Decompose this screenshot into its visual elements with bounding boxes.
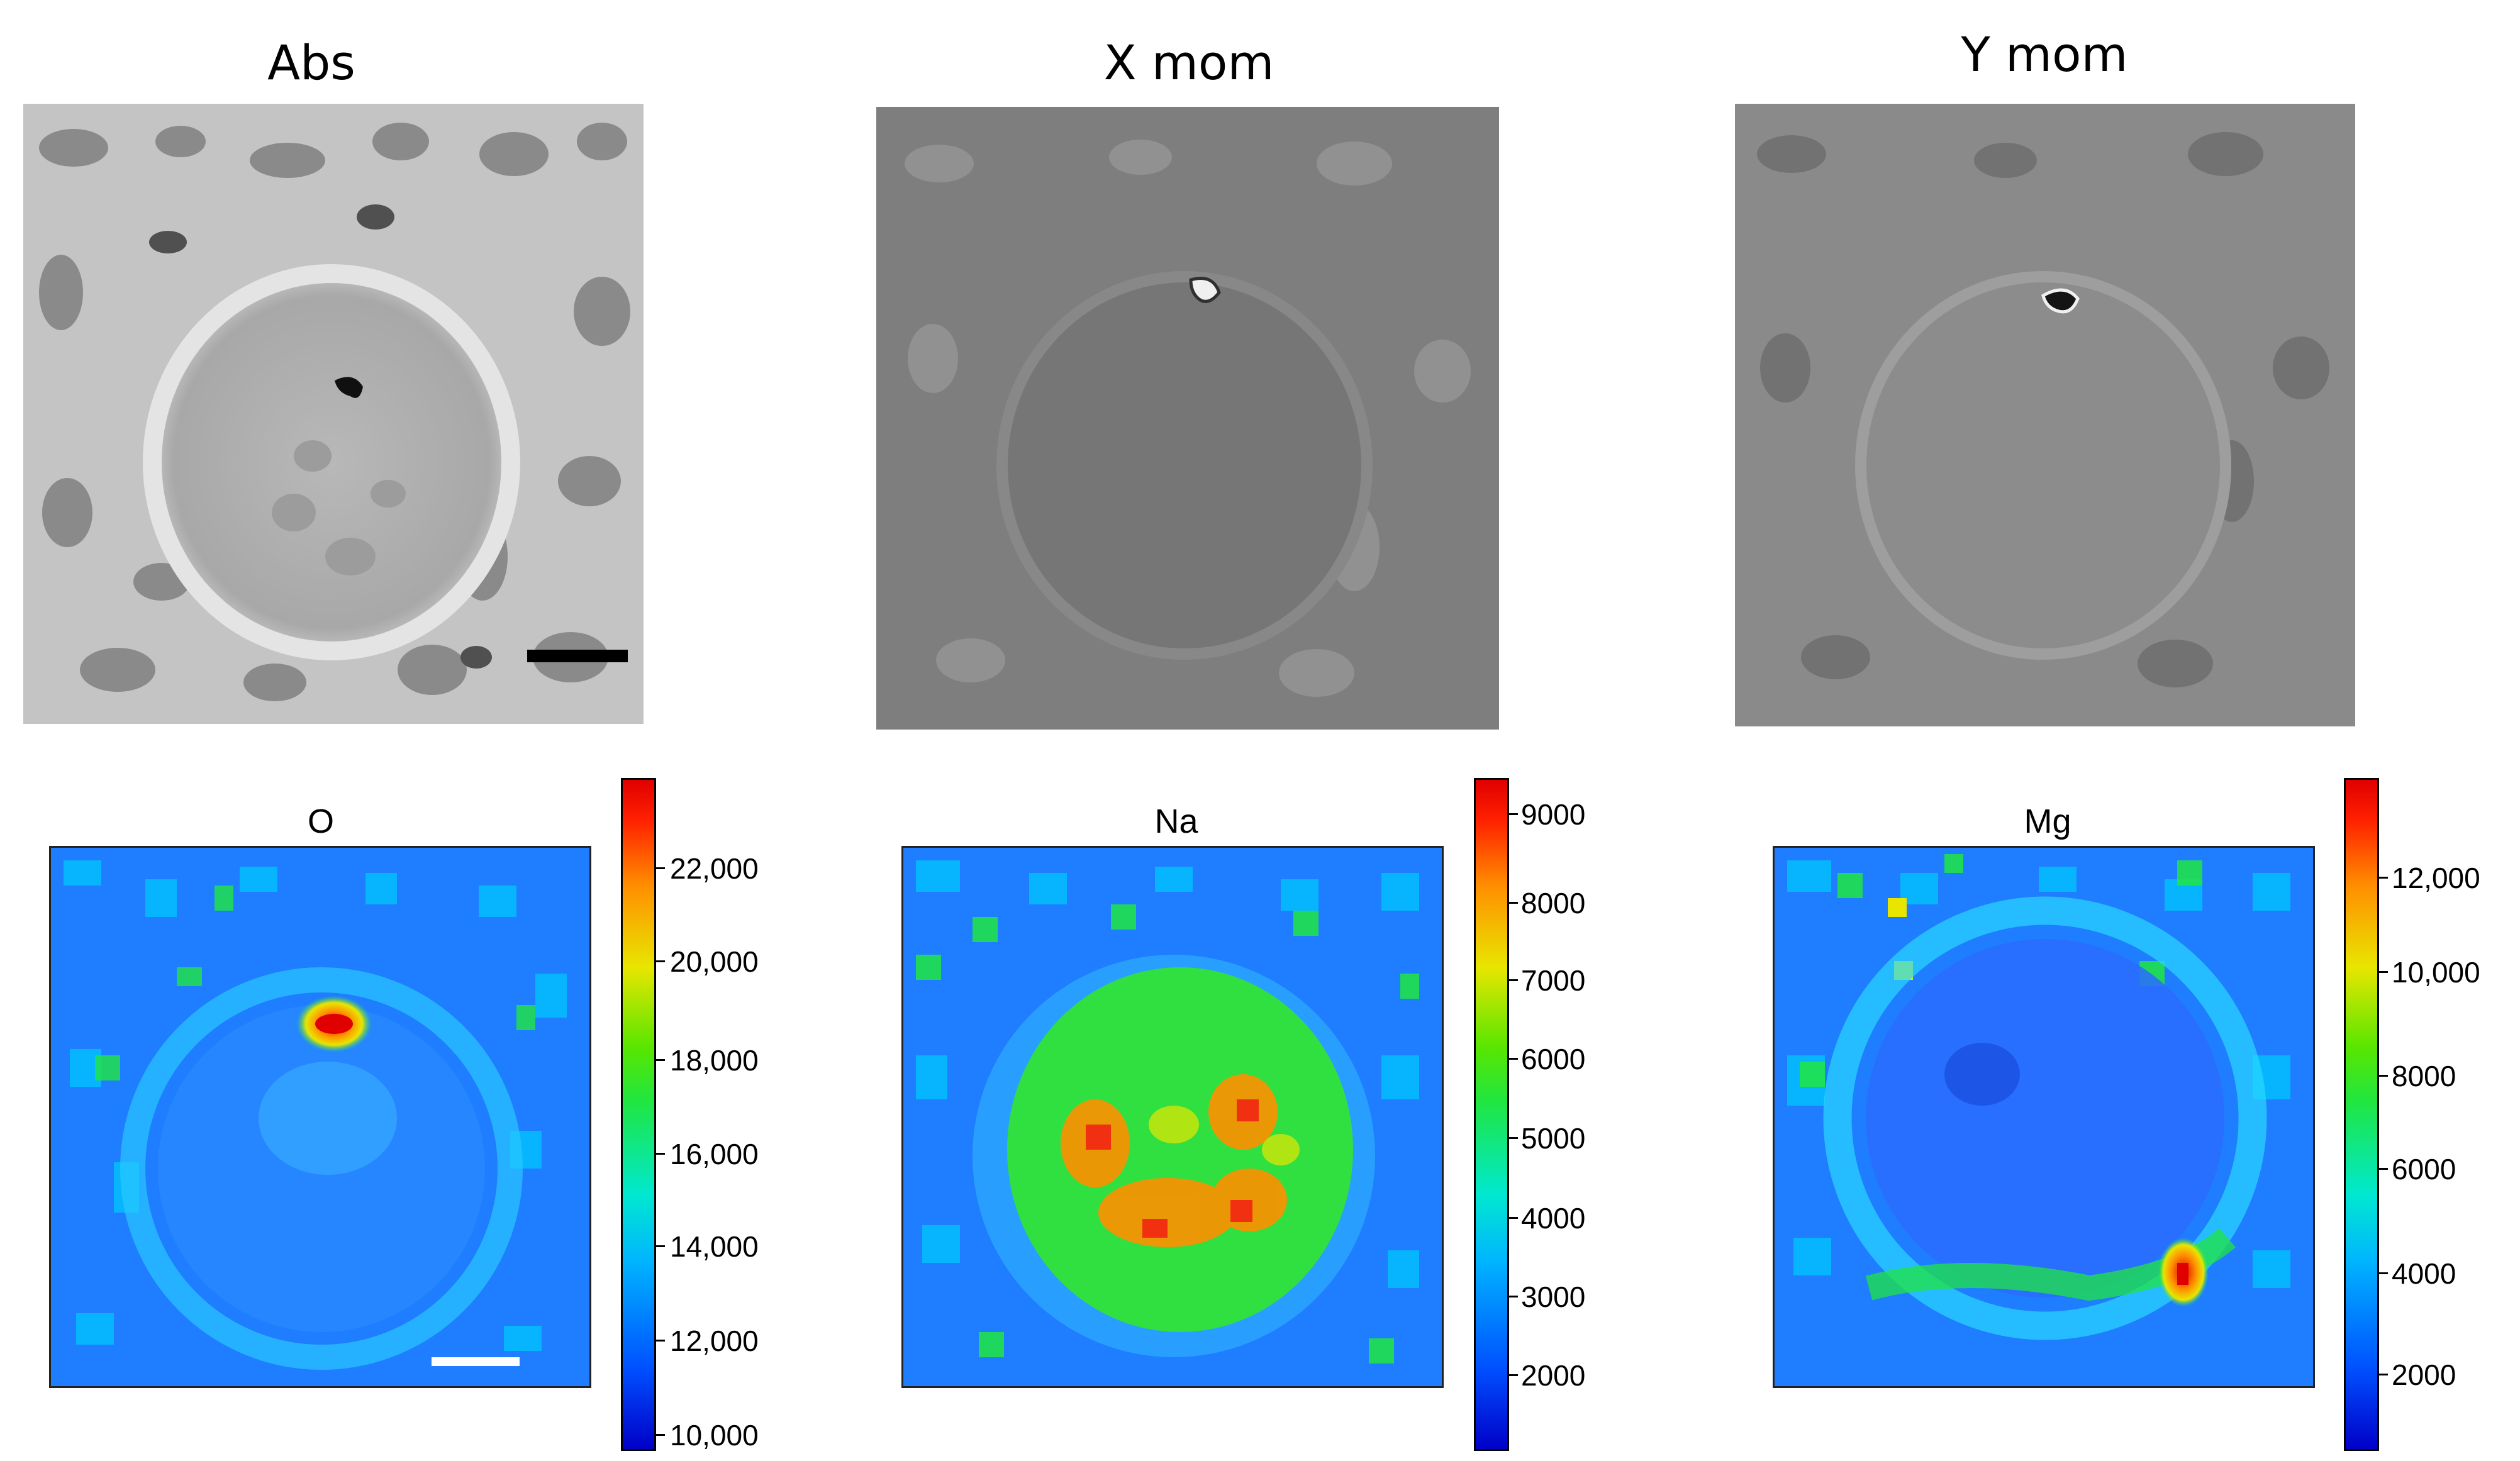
mg-tick-label: 10,000 [2392, 956, 2480, 989]
na-tick-label: 8000 [1521, 887, 1586, 919]
o-map-title: O [307, 803, 334, 840]
mg-tick-label: 2000 [2392, 1358, 2456, 1391]
na-heatmap [901, 846, 1444, 1388]
mg-colorbar-tick [2379, 1168, 2388, 1170]
na-colorbar-tick [1509, 1296, 1518, 1297]
na-tick-label: 3000 [1521, 1280, 1586, 1313]
o-tick-label: 12,000 [670, 1325, 759, 1357]
na-map-title: Na [1154, 803, 1198, 840]
mg-tick-label: 4000 [2392, 1257, 2456, 1290]
abs-title: Abs [267, 35, 355, 91]
mg-colorbar [2344, 778, 2379, 1451]
mg-map-title: Mg [2024, 803, 2071, 840]
o-tick-label: 16,000 [670, 1138, 759, 1170]
mg-colorbar-tick [2379, 1272, 2388, 1274]
na-colorbar-tick [1509, 979, 1518, 981]
na-tick-label: 6000 [1521, 1043, 1586, 1075]
x-mom-title: X mom [1103, 35, 1274, 91]
o-scale-bar [432, 1357, 520, 1366]
o-tick-label: 18,000 [670, 1044, 759, 1077]
na-tick-label: 4000 [1521, 1202, 1586, 1235]
abs-scale-bar [527, 650, 628, 662]
o-colorbar-tick [656, 867, 665, 869]
o-colorbar [621, 778, 656, 1451]
na-colorbar [1474, 778, 1509, 1451]
o-colorbar-tick [656, 1434, 665, 1436]
mg-colorbar-tick [2379, 971, 2388, 973]
o-colorbar-tick [656, 1245, 665, 1247]
o-tick-label: 14,000 [670, 1230, 759, 1263]
na-colorbar-tick [1509, 1217, 1518, 1219]
o-colorbar-tick [656, 960, 665, 962]
na-colorbar-tick [1509, 1137, 1518, 1139]
mg-heatmap [1773, 846, 2315, 1388]
mg-tick-label: 12,000 [2392, 862, 2480, 894]
na-tick-label: 9000 [1521, 798, 1586, 831]
mg-tick-label: 8000 [2392, 1060, 2456, 1092]
y-mom-micrograph [1735, 104, 2355, 726]
y-mom-title: Y mom [1961, 26, 2128, 82]
na-colorbar-tick [1509, 902, 1518, 904]
o-colorbar-tick [656, 1340, 665, 1342]
o-tick-label: 10,000 [670, 1419, 759, 1452]
mg-colorbar-tick [2379, 1075, 2388, 1077]
x-mom-micrograph [876, 107, 1499, 730]
abs-micrograph [23, 104, 644, 724]
na-colorbar-tick [1509, 813, 1518, 815]
mg-tick-label: 6000 [2392, 1153, 2456, 1186]
o-colorbar-tick [656, 1059, 665, 1061]
na-tick-label: 7000 [1521, 964, 1586, 997]
o-tick-label: 20,000 [670, 945, 759, 978]
o-heatmap [49, 846, 591, 1388]
mg-colorbar-tick [2379, 1374, 2388, 1375]
na-tick-label: 2000 [1521, 1359, 1586, 1392]
mg-colorbar-tick [2379, 877, 2388, 879]
na-colorbar-tick [1509, 1374, 1518, 1376]
o-colorbar-tick [656, 1153, 665, 1155]
o-tick-label: 22,000 [670, 852, 759, 885]
na-tick-label: 5000 [1521, 1122, 1586, 1155]
na-colorbar-tick [1509, 1058, 1518, 1060]
